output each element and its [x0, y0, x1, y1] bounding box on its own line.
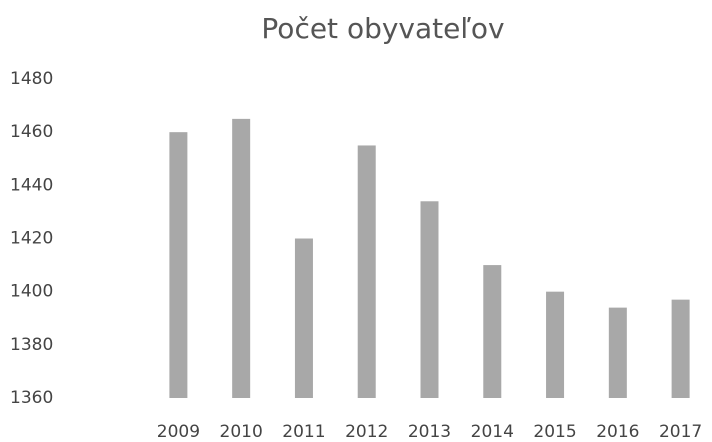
x-tick-label: 2014 [471, 422, 514, 442]
x-tick-label: 2016 [596, 422, 639, 442]
x-tick-label: 2009 [157, 422, 200, 442]
x-tick-label: 2017 [659, 422, 702, 442]
y-tick-label: 1440 [10, 175, 53, 195]
x-tick-label: 2010 [220, 422, 263, 442]
x-tick-label: 2015 [533, 422, 576, 442]
x-tick-label: 2011 [282, 422, 325, 442]
y-tick-label: 1420 [10, 229, 53, 249]
bar [294, 238, 313, 398]
x-tick-label: 2013 [408, 422, 451, 442]
bar [608, 307, 627, 398]
bar [232, 118, 251, 398]
bar [483, 265, 502, 398]
x-tick-label: 2012 [345, 422, 388, 442]
bar [169, 132, 188, 398]
y-tick-label: 1380 [10, 335, 53, 355]
y-tick-label: 1460 [10, 122, 53, 142]
y-tick-label: 1360 [10, 388, 53, 408]
y-tick-label: 1480 [10, 69, 53, 89]
bar [420, 201, 439, 398]
y-tick-label: 1400 [10, 282, 53, 302]
bar [546, 291, 565, 398]
bar [357, 145, 376, 398]
bar [671, 299, 690, 398]
chart-title: Počet obyvateľov [261, 12, 504, 45]
